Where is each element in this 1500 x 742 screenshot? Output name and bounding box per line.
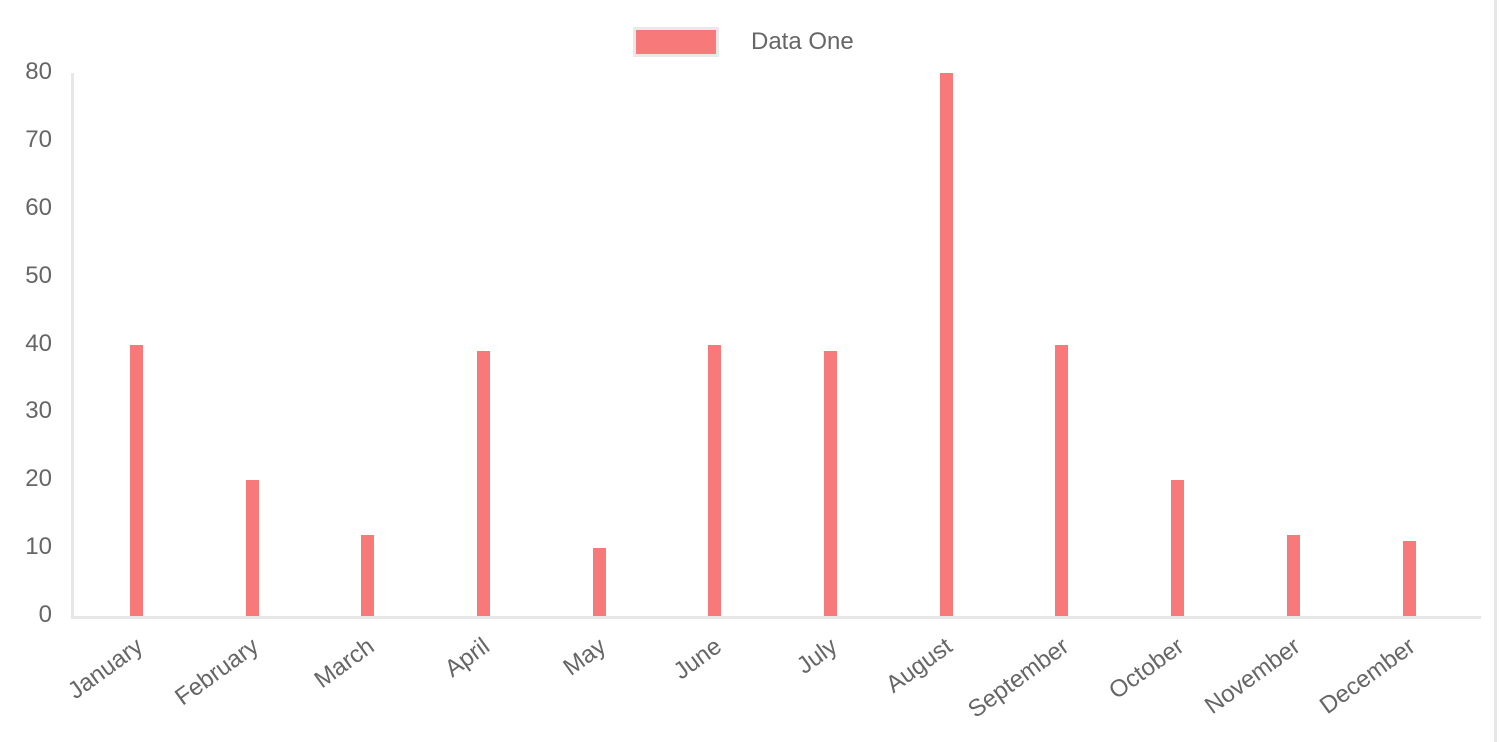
y-tick-label-50: 50 — [25, 261, 52, 289]
bar-may[interactable] — [592, 548, 606, 616]
y-tick-label-40: 40 — [25, 329, 52, 357]
bar-august[interactable] — [939, 73, 953, 616]
y-tick-label-80: 80 — [25, 58, 52, 85]
bar-july[interactable] — [824, 351, 837, 616]
x-tick-label-august: August — [881, 632, 958, 699]
x-tick-label-june: June — [668, 632, 727, 686]
x-tick-label-march: March — [309, 632, 380, 694]
bar-september[interactable] — [1055, 344, 1069, 616]
y-tick-label-70: 70 — [25, 125, 52, 153]
y-tick-label-30: 30 — [25, 397, 52, 425]
x-tick-label-april: April — [440, 632, 496, 683]
y-tick-label-20: 20 — [25, 465, 52, 493]
bar-january[interactable] — [129, 344, 143, 616]
x-axis-line — [71, 616, 1481, 619]
scrollbar-track-line[interactable] — [1494, 0, 1497, 742]
legend-item-data-one[interactable]: Data One — [633, 27, 854, 57]
bar-april[interactable] — [476, 351, 490, 616]
bar-december[interactable] — [1402, 541, 1416, 616]
bar-november[interactable] — [1286, 534, 1300, 616]
x-tick-label-november: November — [1199, 632, 1305, 720]
legend-swatch-icon — [633, 27, 719, 57]
x-tick-label-february: February — [170, 632, 264, 711]
chart-legend: Data One — [633, 27, 854, 57]
bar-march[interactable] — [361, 534, 375, 616]
y-tick-label-0: 0 — [38, 601, 52, 628]
bar-february[interactable] — [245, 480, 259, 616]
y-axis-line — [71, 73, 74, 619]
y-tick-label-60: 60 — [25, 193, 52, 221]
x-tick-label-september: September — [962, 632, 1074, 724]
x-tick-label-july: July — [791, 632, 843, 680]
x-tick-label-october: October — [1104, 632, 1190, 705]
x-tick-label-may: May — [558, 632, 611, 682]
bar-june[interactable] — [708, 344, 722, 616]
x-tick-label-january: January — [63, 632, 148, 705]
legend-label: Data One — [751, 28, 854, 55]
y-tick-label-10: 10 — [25, 533, 52, 561]
bar-october[interactable] — [1171, 480, 1185, 616]
x-tick-label-december: December — [1315, 632, 1421, 720]
